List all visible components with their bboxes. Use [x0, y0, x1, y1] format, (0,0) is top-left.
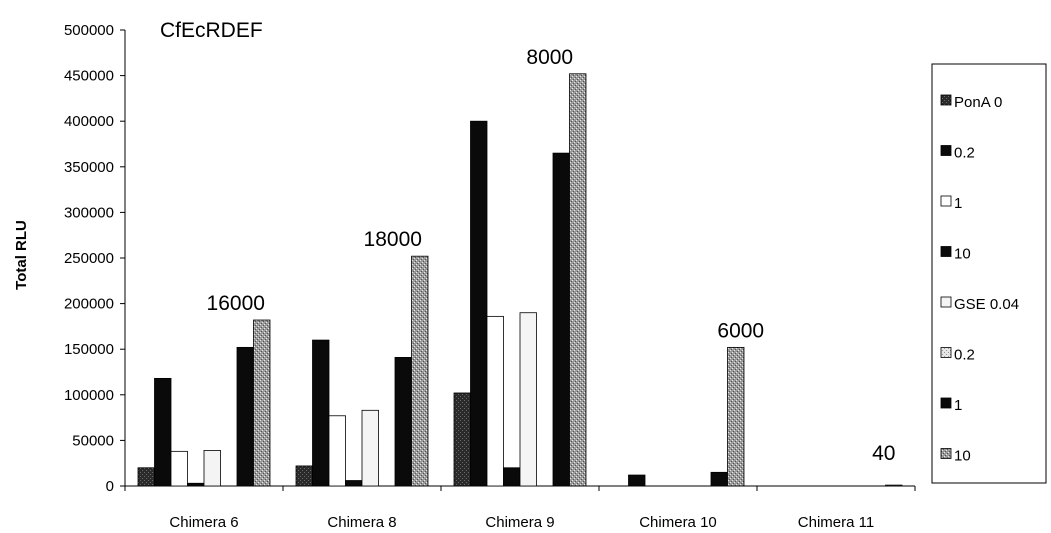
legend: PonA 0 0.2 1 10 GSE 0.04 0.2 1 10: [931, 63, 1047, 484]
y-tick-label: 500000: [64, 22, 114, 39]
legend-label: PonA 0: [954, 94, 1002, 111]
y-tick-label: 300000: [64, 204, 114, 221]
legend-swatch: [940, 94, 952, 106]
bar: [519, 312, 537, 487]
legend-swatch: [940, 195, 952, 207]
bar: [361, 409, 379, 487]
y-tick-label: 400000: [64, 113, 114, 130]
y-tick-label: 450000: [64, 68, 114, 85]
legend-label: GSE 0.04: [954, 296, 1019, 313]
bar: [137, 467, 155, 487]
legend-label: 0.2: [954, 145, 975, 162]
annotations: 16000 18000 8000 6000 40: [207, 46, 896, 465]
bar: [203, 450, 221, 487]
legend-label: 1: [954, 195, 962, 212]
bar-annotation: 18000: [364, 228, 422, 251]
bar: [411, 255, 429, 487]
legend-swatch: [940, 347, 952, 358]
legend-swatch: [940, 296, 952, 308]
category-label: Chimera 6: [169, 514, 238, 531]
legend-label: 1: [954, 397, 962, 414]
y-tick-label: 350000: [64, 159, 114, 176]
bar: [295, 465, 313, 487]
chart-title: CfEcRDEF: [160, 19, 263, 42]
y-tick-label: 150000: [64, 341, 114, 358]
bars: [137, 73, 903, 487]
bar: [154, 377, 172, 487]
category-label: Chimera 11: [798, 514, 874, 531]
bar: [236, 346, 254, 487]
bar: [312, 339, 330, 487]
bar: [253, 319, 271, 487]
y-axis-label: Total RLU: [13, 220, 30, 290]
legend-label: 10: [954, 246, 971, 263]
bar-annotation: 40: [872, 442, 895, 465]
x-axis: Chimera 6 Chimera 8 Chimera 9 Chimera 10 Chi…: [124, 485, 916, 531]
legend-swatch: [940, 448, 952, 459]
category-label: Chimera 9: [485, 514, 554, 531]
bar-annotation: 6000: [717, 319, 764, 342]
bar-annotation: 8000: [526, 46, 573, 69]
legend-box: [931, 63, 1047, 484]
bar: [628, 474, 646, 487]
bar: [552, 152, 570, 487]
bar: [470, 120, 488, 487]
bar: [503, 467, 521, 487]
legend-swatch: [940, 246, 952, 257]
bar: [453, 392, 471, 487]
legend-swatch: [940, 145, 952, 156]
bar: [885, 484, 903, 487]
bar-annotation: 16000: [207, 292, 265, 315]
legend-label: 10: [954, 448, 971, 465]
bar: [394, 357, 412, 487]
y-tick-label: 100000: [64, 387, 114, 404]
bar: [710, 471, 728, 487]
legend-label: 0.2: [954, 347, 975, 364]
bar: [187, 482, 205, 487]
y-tick-label: 250000: [64, 250, 114, 267]
bar: [345, 480, 363, 487]
category-label: Chimera 8: [327, 514, 396, 531]
category-label: Chimera 10: [639, 514, 717, 531]
legend-swatch: [940, 397, 952, 409]
y-axis: 0 50000 100000 150000 200000 250000 300000 3500…: [64, 22, 126, 495]
bar: [328, 415, 346, 487]
bar: [727, 346, 745, 487]
y-tick-label: 50000: [72, 432, 114, 449]
y-tick-label: 0: [106, 478, 114, 495]
bar: [486, 315, 504, 487]
bar: [170, 450, 188, 487]
bar: [569, 73, 587, 487]
y-tick-label: 200000: [64, 296, 114, 313]
